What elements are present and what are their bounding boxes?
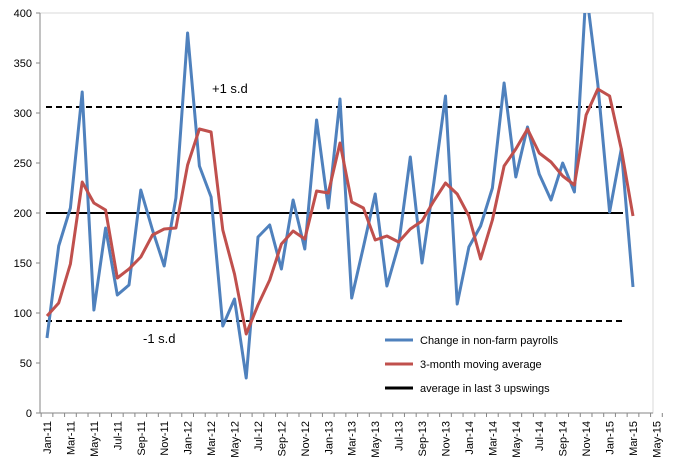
x-tick-label: Nov-11 bbox=[159, 421, 171, 456]
legend-label: average in last 3 upswings bbox=[420, 383, 550, 395]
x-tick-label: Mar-15 bbox=[628, 421, 640, 456]
y-tick-label: 200 bbox=[14, 208, 32, 220]
x-tick-label: Jul-14 bbox=[534, 421, 546, 451]
y-tick-label: 50 bbox=[20, 358, 32, 370]
x-tick-label: Jan-13 bbox=[323, 421, 335, 455]
x-tick-label: Jan-11 bbox=[42, 421, 54, 454]
x-tick-label: Mar-13 bbox=[347, 421, 359, 456]
series-lines bbox=[45, 13, 635, 380]
y-tick-label: 150 bbox=[14, 258, 32, 270]
y-tick-label: 400 bbox=[14, 8, 32, 20]
x-tick-label: Mar-11 bbox=[65, 421, 77, 455]
x-tick-label: Jan-12 bbox=[183, 421, 195, 455]
x-tick-label: Jul-13 bbox=[394, 421, 406, 451]
reference-lines bbox=[46, 106, 623, 322]
y-tick-label: 100 bbox=[14, 308, 32, 320]
x-tick-label: Jul-11 bbox=[112, 421, 124, 450]
x-tick-label: May-12 bbox=[230, 421, 242, 458]
y-tick-label: 350 bbox=[14, 58, 32, 70]
x-tick-label: May-13 bbox=[370, 421, 382, 458]
x-tick-label: Mar-12 bbox=[206, 421, 218, 456]
x-tick-label: Sep-11 bbox=[136, 421, 148, 456]
legend: Change in non-farm payrolls 3-month movin… bbox=[385, 335, 559, 395]
x-tick-label: Nov-14 bbox=[581, 421, 593, 456]
x-tick-label: Jan-15 bbox=[605, 421, 617, 455]
x-tick-label: Jan-14 bbox=[464, 421, 476, 455]
x-tick-label: Jul-12 bbox=[253, 421, 265, 451]
lower-sd-label: -1 s.d bbox=[143, 331, 176, 346]
legend-label: Change in non-farm payrolls bbox=[420, 335, 559, 347]
axes: 0 50 100 150 200 250 300 350 400 Jan-11 Mar-11 May-… bbox=[14, 8, 664, 458]
y-tick-label: 0 bbox=[26, 408, 32, 420]
x-tick-label: Nov-13 bbox=[440, 421, 452, 456]
legend-label: 3-month moving average bbox=[420, 359, 542, 371]
x-tick-label: Sep-12 bbox=[276, 421, 288, 456]
y-tick-label: 300 bbox=[14, 108, 32, 120]
payrolls-series-line bbox=[45, 13, 635, 380]
x-tick-label: Sep-13 bbox=[417, 421, 429, 456]
upper-sd-label: +1 s.d bbox=[212, 81, 248, 96]
x-tick-label: May-11 bbox=[89, 421, 101, 457]
moving-average-series-line bbox=[45, 87, 635, 336]
x-tick-label: Sep-14 bbox=[558, 421, 570, 456]
x-tick-label: Nov-12 bbox=[300, 421, 312, 456]
annotations: +1 s.d -1 s.d bbox=[143, 81, 248, 346]
x-tick-label: May-14 bbox=[511, 421, 523, 458]
x-tick-label: Mar-14 bbox=[487, 421, 499, 456]
x-tick-label: May-15 bbox=[651, 421, 663, 458]
y-tick-label: 250 bbox=[14, 158, 32, 170]
